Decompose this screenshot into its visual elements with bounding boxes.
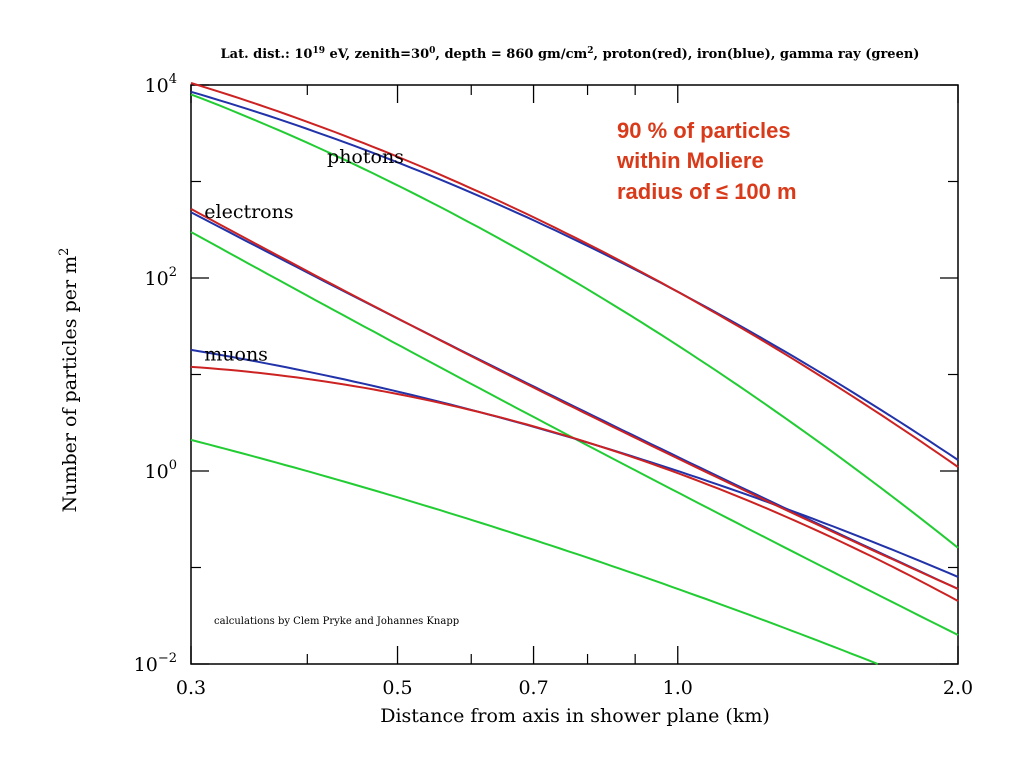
x-tick-label: 2.0 bbox=[943, 677, 973, 699]
y-tick-label: 104 bbox=[145, 72, 177, 97]
y-axis-label: Number of particles per m2 bbox=[57, 248, 81, 513]
x-tick-label: 1.0 bbox=[663, 677, 693, 699]
muons-label: muons bbox=[204, 343, 268, 365]
electrons-label: electrons bbox=[204, 201, 293, 223]
data-curves bbox=[190, 82, 959, 665]
y-tick-label: 10−2 bbox=[134, 651, 177, 676]
y-tick-label: 102 bbox=[145, 265, 177, 290]
muons-gamma-curve bbox=[190, 438, 879, 665]
curve-labels: photons electrons muons bbox=[204, 146, 404, 365]
chart-title: Lat. dist.: 1019 eV, zenith=300, depth =… bbox=[221, 46, 920, 62]
moliere-annotation: 90 % of particles within Moliere radius … bbox=[616, 118, 797, 204]
muons-proton-curve bbox=[190, 365, 959, 602]
annotation-line-3: radius of ≤ 100 m bbox=[617, 179, 797, 204]
electrons-proton-curve bbox=[190, 208, 959, 590]
credit-note: calculations by Clem Pryke and Johannes … bbox=[214, 616, 459, 627]
x-tick-label: 0.5 bbox=[382, 677, 412, 699]
photons-iron-curve bbox=[190, 90, 959, 461]
y-tick-label: 100 bbox=[145, 458, 177, 483]
photons-gamma-curve bbox=[190, 93, 959, 549]
annotation-line-1: 90 % of particles bbox=[617, 118, 791, 143]
x-axis-label: Distance from axis in shower plane (km) bbox=[380, 705, 770, 727]
electrons-gamma-curve bbox=[190, 231, 959, 636]
annotation-line-2: within Moliere bbox=[616, 148, 764, 173]
axes: 0.3 0.5 0.7 1.0 2.0 10−2 100 102 104 bbox=[134, 72, 973, 699]
x-tick-label: 0.3 bbox=[176, 677, 206, 699]
photons-label: photons bbox=[327, 146, 404, 168]
photons-proton-curve bbox=[190, 82, 959, 468]
x-tick-label: 0.7 bbox=[518, 677, 548, 699]
electrons-iron-curve bbox=[190, 211, 959, 590]
